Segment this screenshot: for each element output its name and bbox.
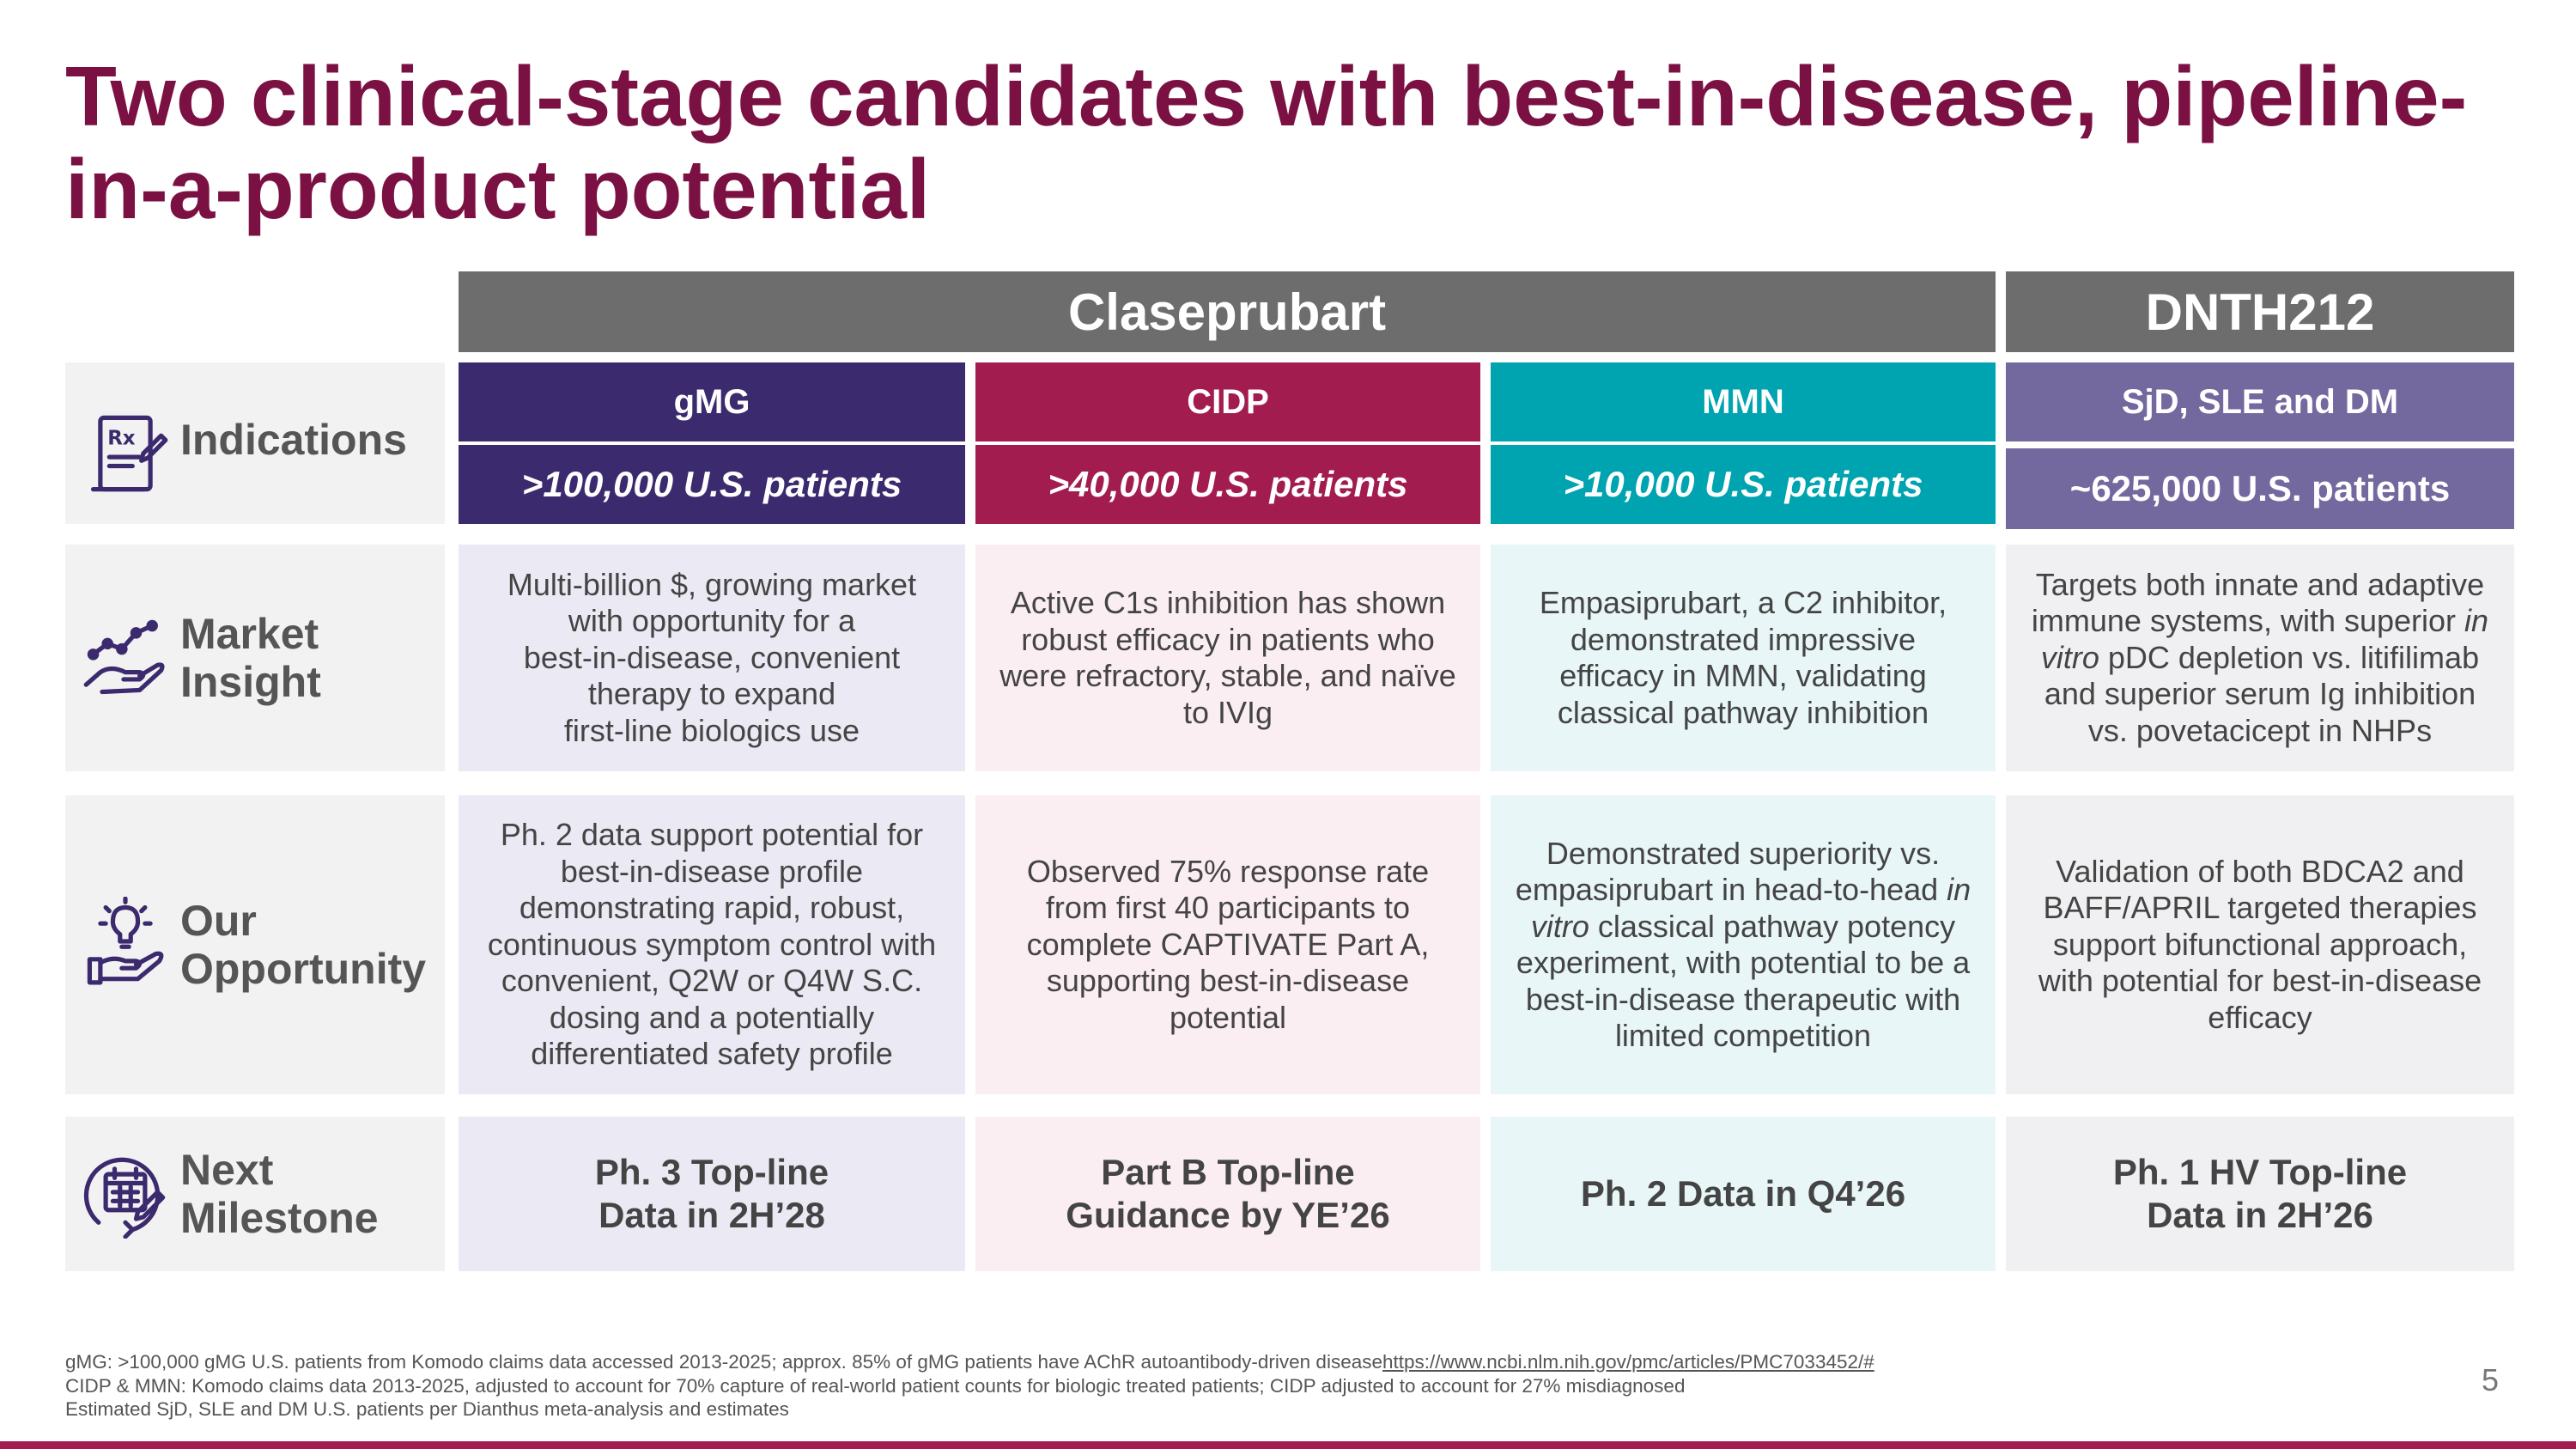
patients-cidp: >40,000 U.S. patients <box>975 445 1480 524</box>
indication-header-cidp: CIDP <box>975 362 1480 441</box>
text-part: Demonstrated superiority vs. empasipruba… <box>1515 835 1941 908</box>
cell-text: Ph. 2 data support potential for best-in… <box>487 817 937 1072</box>
milestone-gmg: Ph. 3 Top-line Data in 2H’28 <box>459 1117 965 1271</box>
patients-gmg: >100,000 U.S. patients <box>459 445 965 524</box>
cell-text: Validation of both BDCA2 and BAFF/APRIL … <box>2038 853 2482 1035</box>
row-label-text: Next Milestone <box>180 1146 379 1242</box>
cell-text: Ph. 1 HV Top-line Data in 2H’26 <box>2112 1152 2408 1235</box>
text-part: classical pathway potency experiment, wi… <box>1516 908 1971 1054</box>
claseprubart-header: Claseprubart <box>459 271 1996 352</box>
hand-lightbulb-icon <box>81 896 170 986</box>
cell-text: Targets both innate and adaptive immune … <box>2006 567 2514 750</box>
page-title: Two clinical-stage candidates with best-… <box>65 49 2468 236</box>
milestone-cidp: Part B Top-line Guidance by YE’26 <box>975 1117 1480 1271</box>
footnote-link[interactable]: https://www.ncbi.nlm.nih.gov/pmc/article… <box>1382 1351 1874 1373</box>
footnote-line: Estimated SjD, SLE and DM U.S. patients … <box>65 1398 789 1420</box>
indication-header-mmn: MMN <box>1491 362 1996 441</box>
opportunity-sjd-sle-dm: Validation of both BDCA2 and BAFF/APRIL … <box>2006 795 2514 1094</box>
prescription-icon: Rx <box>81 409 170 498</box>
text-part: Targets both innate and adaptive immune … <box>2031 566 2485 639</box>
page-number: 5 <box>2482 1362 2500 1397</box>
cell-text: Ph. 3 Top-line Data in 2H’28 <box>594 1152 829 1235</box>
cell-text: Part B Top-line Guidance by YE’26 <box>1066 1152 1390 1235</box>
row-label-text: Market Insight <box>180 610 321 706</box>
indication-header-sjd-sle-dm: SjD, SLE and DM <box>2006 362 2514 441</box>
opportunity-cidp: Observed 75% response rate from first 40… <box>975 795 1480 1094</box>
bottom-accent-bar <box>0 1441 2576 1449</box>
hand-chart-icon <box>81 613 170 703</box>
svg-text:Rx: Rx <box>107 428 136 450</box>
milestone-mmn: Ph. 2 Data in Q4’26 <box>1491 1117 1996 1271</box>
footnotes: gMG: >100,000 gMG U.S. patients from Kom… <box>65 1350 1874 1422</box>
market-insight-gmg: Multi-billion $, growing market with opp… <box>459 545 965 771</box>
indication-header-gmg: gMG <box>459 362 965 441</box>
cell-text: Active C1s inhibition has shown robust e… <box>999 585 1456 730</box>
market-insight-mmn: Empasiprubart, a C2 inhibitor, demonstra… <box>1491 545 1996 771</box>
cell-text: Ph. 2 Data in Q4’26 <box>1580 1173 1906 1214</box>
text-italic: in vitro <box>1530 872 1971 944</box>
calendar-icon <box>81 1149 170 1239</box>
cell-text: Multi-billion $, growing market with opp… <box>507 566 917 748</box>
row-label-our-opportunity: Our Opportunity <box>65 795 445 1094</box>
opportunity-mmn: Demonstrated superiority vs. empasipruba… <box>1491 795 1996 1094</box>
opportunity-gmg: Ph. 2 data support potential for best-in… <box>459 795 965 1094</box>
cell-text: Observed 75% response rate from first 40… <box>1026 853 1430 1035</box>
market-insight-sjd-sle-dm: Targets both innate and adaptive immune … <box>2006 545 2514 771</box>
row-label-text: Indications <box>180 416 407 464</box>
market-insight-cidp: Active C1s inhibition has shown robust e… <box>975 545 1480 771</box>
row-label-text: Our Opportunity <box>180 897 427 993</box>
footnote-text: gMG: >100,000 gMG U.S. patients from Kom… <box>65 1351 1382 1373</box>
cell-text: Demonstrated superiority vs. empasipruba… <box>1491 836 1996 1055</box>
row-label-indications: Rx Indications <box>65 362 445 524</box>
row-label-market-insight: Market Insight <box>65 545 445 771</box>
footnote-line: CIDP & MMN: Komodo claims data 2013-2025… <box>65 1374 1686 1397</box>
text-part: pDC depletion vs. litifilimab and superi… <box>2044 639 2480 748</box>
dnth212-header: DNTH212 <box>2006 271 2514 352</box>
cell-text: Empasiprubart, a C2 inhibitor, demonstra… <box>1539 585 1947 730</box>
row-label-next-milestone: Next Milestone <box>65 1117 445 1271</box>
milestone-sjd-sle-dm: Ph. 1 HV Top-line Data in 2H’26 <box>2006 1117 2514 1271</box>
text-italic: in vitro <box>2040 603 2489 675</box>
patients-sjd-sle-dm: ~625,000 U.S. patients <box>2006 448 2514 529</box>
patients-mmn: >10,000 U.S. patients <box>1491 445 1996 524</box>
footnote-line: gMG: >100,000 gMG U.S. patients from Kom… <box>65 1350 1874 1374</box>
